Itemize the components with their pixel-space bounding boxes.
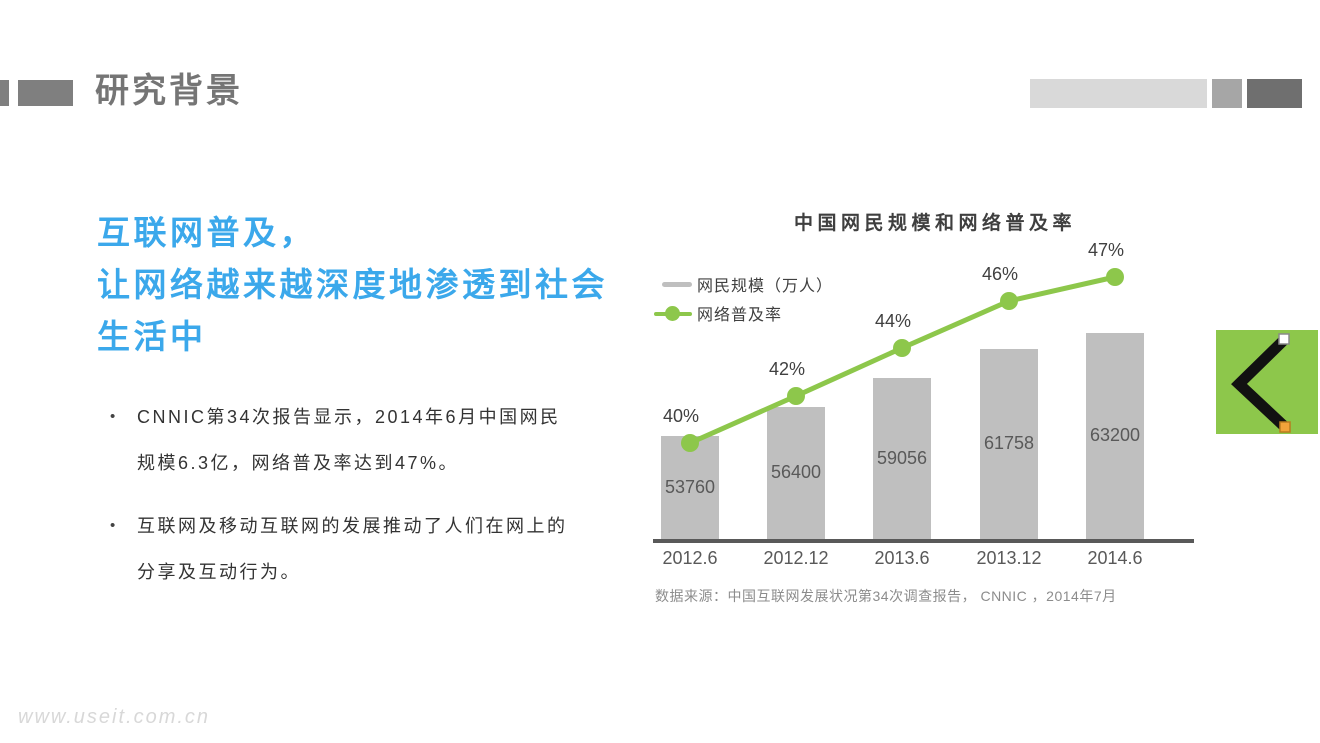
legend-label: 网络普及率 [697,307,783,324]
x-axis-line [653,539,1194,543]
back-button[interactable] [1216,330,1318,434]
bullet-marker-icon: • [110,408,118,425]
headline-line: 生活中 [97,318,207,355]
header-decor-right-mid [1212,79,1242,108]
x-axis-label: 2012.6 [662,548,718,568]
chart-source: 数据来源：中国互联网发展状况第34次调查报告， CNNIC ，2014年7月 [655,588,1117,604]
x-axis-label: 2014.6 [1087,548,1143,568]
headline: 互联网普及， 让网络越来越深度地渗透到社会 生活中 [97,207,608,363]
header-decor-left-small [0,80,9,106]
line-point-label: 40% [662,406,700,426]
line-point [787,387,805,405]
bullet-list: • CNNIC第34次报告显示，2014年6月中国网民规模6.3亿，网络普及率达… [110,394,575,595]
bar-value-label: 56400 [770,462,822,482]
header-decor-right-light [1030,79,1207,108]
bar-value-label: 53760 [664,477,716,497]
x-axis-label: 2013.12 [976,548,1042,568]
bullet-item: • 互联网及移动互联网的发展推动了人们在网上的分享及互动行为。 [110,503,575,595]
headline-line: 让网络越来越深度地渗透到社会 [97,266,608,303]
bar [661,436,719,540]
chart-title: 中国网民规模和网络普及率 [793,213,1076,234]
watermark: www.useit.com.cn [18,706,211,728]
x-axis-label: 2013.6 [874,548,930,568]
line-point [1106,268,1124,286]
bar-series-swatch-icon [662,282,692,287]
headline-line: 互联网普及， [97,214,316,251]
bullet-text: CNNIC第34次报告显示，2014年6月中国网民规模6.3亿，网络普及率达到4… [137,407,561,473]
line-point-label: 47% [1087,240,1125,260]
chart: 中国网民规模和网络普及率 网民规模（万人） 网络普及率 53760 2012.6 5… [645,200,1205,620]
header-decor-left-large [18,80,73,106]
back-chevron-icon [1216,330,1318,434]
bar-value-label: 63200 [1089,425,1141,445]
page-title: 研究背景 [95,72,243,110]
line-point [893,339,911,357]
line-point [1000,292,1018,310]
line-point-label: 44% [874,311,912,331]
line-series-dot-icon [665,306,680,321]
x-axis-label: 2012.12 [763,548,829,568]
bullet-text: 互联网及移动互联网的发展推动了人们在网上的分享及互动行为。 [137,516,568,582]
bullet-item: • CNNIC第34次报告显示，2014年6月中国网民规模6.3亿，网络普及率达… [110,394,575,486]
line-point-label: 46% [981,264,1019,284]
bar-value-label: 61758 [983,433,1035,453]
bullet-marker-icon: • [110,517,118,534]
line-point-label: 42% [768,359,806,379]
bar-value-label: 59056 [876,448,928,468]
header-decor-right-dark [1247,79,1302,108]
legend-label: 网民规模（万人） [697,278,834,295]
